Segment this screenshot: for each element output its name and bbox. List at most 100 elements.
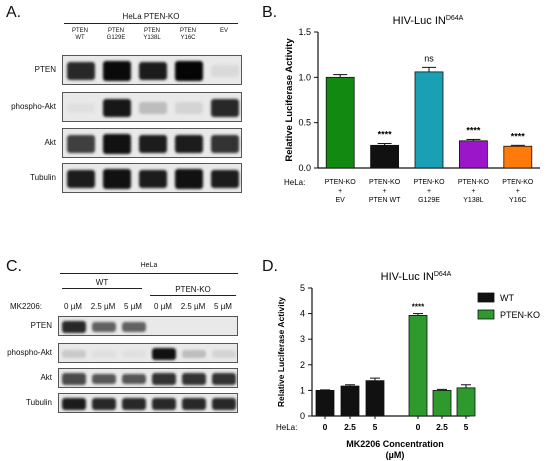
significance-mark: **** — [511, 131, 526, 141]
y-axis-label: Relative Luciferase Activity — [284, 38, 295, 162]
band — [174, 61, 204, 81]
blot-label-akt: Akt — [44, 138, 56, 147]
band — [102, 61, 132, 81]
band — [66, 102, 96, 114]
lane-label-line2: G129E — [106, 35, 126, 41]
bar — [408, 314, 428, 417]
bar — [370, 144, 399, 169]
significance-mark: ns — [424, 53, 434, 63]
lane-label-line1: PTEN — [179, 28, 196, 34]
band — [182, 373, 206, 385]
blot-label-phospho-akt: phospho-Akt — [7, 348, 52, 357]
y-tick-label: 0.0 — [298, 163, 311, 173]
chart-title: HIV-Luc IND64A — [381, 271, 452, 283]
lane-label: EV — [206, 28, 242, 35]
bar — [414, 71, 444, 169]
category-label: PTEN WT — [369, 197, 401, 204]
band — [102, 169, 132, 189]
blot-akt — [58, 368, 238, 388]
significance-mark: **** — [466, 125, 481, 135]
panel-c-wt-line — [62, 288, 142, 289]
bar — [340, 385, 360, 417]
category-label: + — [427, 188, 431, 195]
band — [212, 397, 236, 411]
band — [152, 397, 176, 411]
bar — [315, 389, 335, 417]
legend-swatch — [477, 292, 495, 303]
panel-d-chart: HIV-Luc IND64A 0 1 2 3 4 5 Relative Luciferase … — [276, 271, 540, 460]
lane-label-line2: Y138L — [143, 35, 161, 41]
bar — [458, 140, 488, 169]
lane-label: 2.5 µM — [90, 302, 116, 311]
y-tick-label: 5 — [300, 283, 305, 293]
chart-title: HIV-Luc IND64A — [393, 15, 464, 27]
blot-label-pten: PTEN — [30, 321, 52, 330]
panel-a-group-line — [64, 23, 238, 24]
category-label: PTEN-KO — [325, 179, 357, 186]
y-tick-label: 2 — [300, 360, 305, 370]
y-tick-label: 1.5 — [298, 27, 311, 37]
lane-label-line1: PTEN — [143, 28, 160, 34]
blot-label-phospho-akt: phospho-Akt — [11, 102, 56, 111]
band — [182, 397, 206, 411]
category-label: EV — [336, 197, 346, 204]
band — [92, 397, 116, 411]
blot-phospho-akt — [62, 92, 242, 122]
legend-label: PTEN-KO — [500, 310, 540, 320]
blot-tubulin — [62, 163, 242, 193]
chart-title-superscript: D64A — [446, 15, 464, 22]
lane-label: 5 µM — [214, 302, 232, 311]
category-label: PTEN-KO — [413, 179, 445, 186]
significance-mark: **** — [412, 303, 425, 312]
band — [62, 320, 86, 334]
y-tick-label: 0 — [300, 411, 305, 421]
band — [174, 102, 204, 114]
bar — [365, 380, 385, 417]
band — [174, 134, 204, 154]
band — [122, 350, 146, 358]
category-label: Y138L — [463, 197, 483, 204]
row-label: HeLa: — [284, 178, 305, 187]
blot-pten — [58, 316, 238, 336]
band — [152, 347, 176, 361]
bar — [325, 76, 355, 169]
lane-label-line1: EV — [219, 28, 228, 34]
category-label: + — [516, 188, 520, 195]
band — [152, 373, 176, 385]
row-label: HeLa: — [276, 423, 297, 432]
band — [62, 350, 86, 358]
panel-c-treatment-label: MK2206: — [10, 302, 43, 311]
category-label: + — [471, 188, 475, 195]
band — [102, 98, 132, 118]
category-label: + — [383, 188, 387, 195]
band — [182, 349, 206, 359]
blot-label-akt: Akt — [40, 373, 52, 382]
y-tick-label: 4 — [300, 309, 305, 319]
blot-pten — [62, 55, 242, 85]
panel-a-letter: A. — [6, 4, 22, 21]
band — [66, 61, 96, 81]
band — [62, 373, 86, 385]
panel-c-top-line — [60, 273, 238, 274]
lane-label: 2.5 µM — [180, 302, 206, 311]
lane-label: PTEN Y138L — [134, 28, 170, 42]
band — [122, 397, 146, 411]
band — [122, 321, 146, 333]
chart-title-main: HIV-Luc IN — [381, 271, 434, 283]
x-axis-label-unit: (µM) — [386, 450, 405, 460]
category-label: 5 — [373, 422, 378, 432]
bar — [456, 387, 476, 417]
blot-akt — [62, 128, 242, 158]
lane-label: 5 µM — [124, 302, 142, 311]
category-label: 0 — [323, 422, 328, 432]
panel-c-letter: C. — [6, 258, 22, 275]
chart-title-main: HIV-Luc IN — [393, 15, 446, 27]
blot-tubulin — [58, 393, 238, 413]
panel-d-letter: D. — [262, 258, 278, 275]
category-label: Y16C — [509, 197, 527, 204]
category-label: 2.5 — [344, 422, 356, 432]
band — [102, 134, 132, 154]
bar — [503, 145, 533, 169]
band — [212, 373, 236, 385]
